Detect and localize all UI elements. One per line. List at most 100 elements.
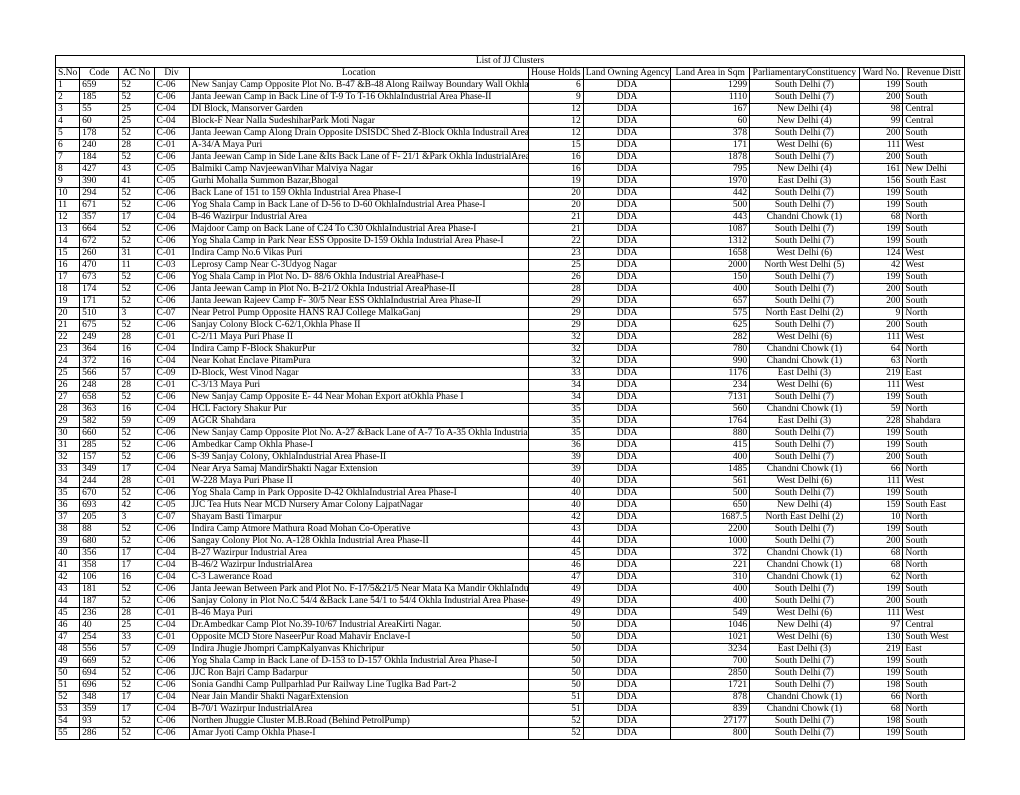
table-cell: 156 <box>859 176 903 188</box>
table-cell: 657 <box>671 296 750 308</box>
table-cell: DDA <box>583 536 671 548</box>
table-cell: 199 <box>859 392 903 404</box>
table-cell: 52 <box>119 152 154 164</box>
table-cell: Chandni Chowk (1) <box>750 404 859 416</box>
table-cell: C-07 <box>154 308 189 320</box>
table-cell: 31 <box>119 248 154 260</box>
table-cell: Yog Shala Camp in Back Lane of D-153 to … <box>189 656 528 668</box>
table-cell: Leprosy Camp Near C-3Udyog Nagar <box>189 260 528 272</box>
table-cell: South Delhi (7) <box>750 428 859 440</box>
table-cell: 157 <box>80 452 119 464</box>
table-cell: West <box>903 380 965 392</box>
table-row: 1029452C-06Back Lane of 151 to 159 Okhla… <box>56 188 965 200</box>
table-cell: 400 <box>671 596 750 608</box>
table-cell: 52 <box>119 452 154 464</box>
table-cell: 4 <box>56 116 80 128</box>
table-cell: West <box>903 248 965 260</box>
table-cell: Chandni Chowk (1) <box>750 548 859 560</box>
table-cell: 68 <box>859 212 903 224</box>
table-cell: 28 <box>119 476 154 488</box>
table-cell: 260 <box>80 248 119 260</box>
table-cell: DDA <box>583 248 671 260</box>
table-cell: South West <box>903 632 965 644</box>
table-cell: Dr.Ambedkar Camp Plot No.39-10/67 Indust… <box>189 620 528 632</box>
table-cell: 219 <box>859 644 903 656</box>
table-cell: Shayam Basti Timarpur <box>189 512 528 524</box>
table-cell: 582 <box>80 416 119 428</box>
table-cell: DDA <box>583 716 671 728</box>
table-cell: 673 <box>80 272 119 284</box>
table-cell: B-46 Wazirpur Industrial Area <box>189 212 528 224</box>
table-cell: 659 <box>80 80 119 92</box>
table-cell: 9 <box>56 176 80 188</box>
table-cell: 28 <box>528 284 583 296</box>
table-cell: South Delhi (7) <box>750 224 859 236</box>
table-row: 842743C-05Balmiki Camp NavjeewanVihar Ma… <box>56 164 965 176</box>
table-cell: 310 <box>671 572 750 584</box>
table-cell: West Delhi (6) <box>750 608 859 620</box>
table-cell: 363 <box>80 404 119 416</box>
table-cell: Opposite MCD Store NaseerPur Road Mahavi… <box>189 632 528 644</box>
table-cell: 52 <box>119 488 154 500</box>
table-cell: 200 <box>859 596 903 608</box>
table-row: 3567052C-06Yog Shala Camp in Park Opposi… <box>56 488 965 500</box>
table-cell: 1485 <box>671 464 750 476</box>
table-cell: 3 <box>119 512 154 524</box>
table-cell: 51 <box>528 704 583 716</box>
table-cell: A-34/A Maya Puri <box>189 140 528 152</box>
table-cell: South Delhi (7) <box>750 128 859 140</box>
table-cell: 159 <box>859 500 903 512</box>
table-cell: B-46/2 Wazirpur IndustrialArea <box>189 560 528 572</box>
table-cell: 111 <box>859 140 903 152</box>
table-row: 2556657C-09D-Block, West Vinod Nagar33DD… <box>56 368 965 380</box>
table-cell: 174 <box>80 284 119 296</box>
table-cell: DDA <box>583 548 671 560</box>
table-cell: New Delhi (4) <box>750 500 859 512</box>
table-cell: 240 <box>80 140 119 152</box>
table-cell: South <box>903 428 965 440</box>
table-cell: 200 <box>859 296 903 308</box>
table-cell: C-04 <box>154 404 189 416</box>
table-cell: 33 <box>528 368 583 380</box>
table-cell: 34 <box>56 476 80 488</box>
table-cell: Indira Camp F-Block ShakurPur <box>189 344 528 356</box>
table-cell: 16 <box>528 164 583 176</box>
table-cell: DDA <box>583 236 671 248</box>
table-cell: DDA <box>583 380 671 392</box>
table-cell: 443 <box>671 212 750 224</box>
table-cell: 44 <box>528 536 583 548</box>
table-row: 464025C-04Dr.Ambedkar Camp Plot No.39-10… <box>56 620 965 632</box>
table-cell: C-05 <box>154 176 189 188</box>
table-cell: 53 <box>56 704 80 716</box>
table-cell: 660 <box>80 428 119 440</box>
table-cell: 200 <box>859 452 903 464</box>
table-cell: DDA <box>583 392 671 404</box>
table-cell: South <box>903 440 965 452</box>
table-cell: DDA <box>583 668 671 680</box>
table-cell: 36 <box>528 440 583 452</box>
table-cell: 6 <box>528 80 583 92</box>
table-row: 2167552C-06Sanjay Colony Block C-62/1,Ok… <box>56 320 965 332</box>
table-cell: South Delhi (7) <box>750 272 859 284</box>
table-cell: 878 <box>671 692 750 704</box>
table-row: 4135817C-04B-46/2 Wazirpur IndustrialAre… <box>56 560 965 572</box>
table-cell: Near Kohat Enclave PitamPura <box>189 356 528 368</box>
table-cell: West <box>903 608 965 620</box>
table-cell: South Delhi (7) <box>750 452 859 464</box>
table-cell: C-06 <box>154 440 189 452</box>
table-cell: 400 <box>671 584 750 596</box>
table-cell: West <box>903 140 965 152</box>
table-row: 388852C-06Indira Camp Atmore Mathura Roa… <box>56 524 965 536</box>
table-cell: 500 <box>671 200 750 212</box>
table-cell: DDA <box>583 188 671 200</box>
table-row: 5169652C-06Sonia Gandhi Camp Pullparhlad… <box>56 680 965 692</box>
table-cell: DDA <box>583 176 671 188</box>
table-header-cell: Land Area in Sqm <box>671 68 750 80</box>
table-cell: 254 <box>80 632 119 644</box>
table-cell: DDA <box>583 428 671 440</box>
table-row: 3066052C-06New Sanjay Camp Opposite Plot… <box>56 428 965 440</box>
table-cell: 199 <box>859 524 903 536</box>
table-row: 4725433C-01Opposite MCD Store NaseerPur … <box>56 632 965 644</box>
table-cell: 49 <box>528 584 583 596</box>
table-cell: 48 <box>56 644 80 656</box>
